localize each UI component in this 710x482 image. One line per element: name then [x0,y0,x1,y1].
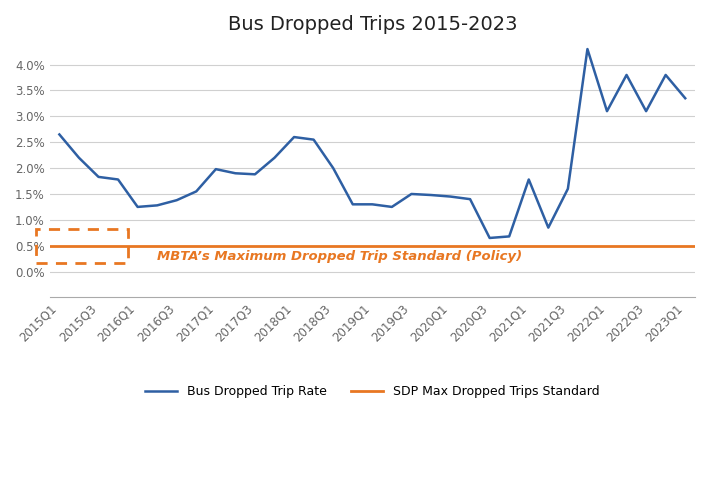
Bus Dropped Trip Rate [525,176,533,182]
Bus Dropped Trip Rate [94,174,103,180]
Bus Dropped Trip Rate [407,191,415,197]
Bus Dropped Trip Rate [486,235,494,241]
Bus Dropped Trip Rate [662,72,670,78]
Bus Dropped Trip Rate [55,132,64,137]
Bus Dropped Trip Rate [212,166,220,172]
Bar [36,228,128,263]
Bus Dropped Trip Rate [368,201,376,207]
Legend: Bus Dropped Trip Rate, SDP Max Dropped Trips Standard: Bus Dropped Trip Rate, SDP Max Dropped T… [141,380,604,403]
Bus Dropped Trip Rate [622,72,630,78]
Text: MBTA’s Maximum Dropped Trip Standard (Policy): MBTA’s Maximum Dropped Trip Standard (Po… [157,250,523,263]
Bus Dropped Trip Rate [564,186,572,192]
Bus Dropped Trip Rate [642,108,650,114]
Bus Dropped Trip Rate [427,192,435,198]
Bus Dropped Trip Rate [388,204,396,210]
Line: Bus Dropped Trip Rate: Bus Dropped Trip Rate [60,49,685,238]
Bus Dropped Trip Rate [466,196,474,202]
Bus Dropped Trip Rate [192,188,200,194]
Title: Bus Dropped Trips 2015-2023: Bus Dropped Trips 2015-2023 [228,15,517,34]
Bus Dropped Trip Rate [329,165,337,171]
Bus Dropped Trip Rate [505,233,513,239]
Bus Dropped Trip Rate [544,225,552,230]
Bus Dropped Trip Rate [271,155,279,161]
Bus Dropped Trip Rate [349,201,357,207]
Bus Dropped Trip Rate [173,197,181,203]
SDP Max Dropped Trips Standard [75,243,83,249]
Bus Dropped Trip Rate [681,95,689,101]
SDP Max Dropped Trips Standard [55,243,64,249]
Bus Dropped Trip Rate [447,194,455,200]
Bus Dropped Trip Rate [290,134,298,140]
Bus Dropped Trip Rate [603,108,611,114]
Bus Dropped Trip Rate [153,202,161,208]
Bus Dropped Trip Rate [231,170,240,176]
Bus Dropped Trip Rate [133,204,142,210]
Bus Dropped Trip Rate [251,172,259,177]
Bus Dropped Trip Rate [310,137,318,143]
Bus Dropped Trip Rate [583,46,591,52]
Bus Dropped Trip Rate [75,155,83,161]
Bus Dropped Trip Rate [114,176,122,182]
